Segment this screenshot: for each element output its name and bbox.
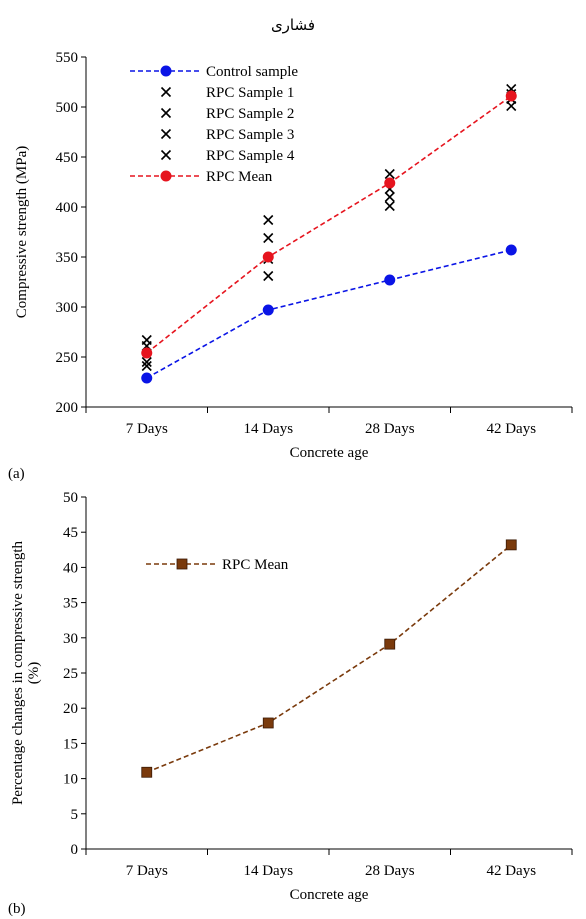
- a-legend-label: RPC Sample 2: [206, 106, 294, 122]
- a-y-tick-label: 300: [56, 300, 79, 316]
- b-y-tick-label: 5: [71, 807, 79, 823]
- a-x-tick-label: 7 Days: [126, 421, 168, 437]
- a-x-tick-label: 42 Days: [486, 421, 536, 437]
- a-legend-entry-rpc-mean: RPC Mean: [130, 169, 273, 185]
- b-y-tick-label: 20: [63, 701, 78, 717]
- b-y-tick-label: 0: [71, 842, 79, 858]
- a-legend-swatch-marker: [160, 107, 172, 119]
- a-y-tick-label: 500: [56, 100, 79, 116]
- chart-b: 0 5 10 15 20 25 30 35 40 45 50 7 Days 14 Days 28 Days…: [10, 490, 573, 903]
- a-x-axis-label: Concrete age: [290, 445, 369, 461]
- a-y-tick-label: 250: [56, 350, 79, 366]
- a-legend: Control sample RPC Sample 1 RPC Sample 2 RP…: [130, 64, 298, 185]
- b-x-tick-label: 7 Days: [126, 863, 168, 879]
- a-series-rpc-sample-3: [141, 93, 517, 368]
- a-series-rpc-sample-1-point: [384, 168, 395, 180]
- b-y-tick-label: 35: [63, 596, 78, 612]
- panel-label-a: (a): [8, 466, 25, 482]
- a-series-control-sample: [141, 244, 517, 384]
- b-legend: RPC Mean: [146, 557, 289, 573]
- a-legend-entry-rpc-sample-1: RPC Sample 1: [160, 85, 294, 101]
- b-series-rpc-mean-point: [141, 766, 153, 778]
- a-legend-swatch-marker: [160, 128, 172, 140]
- b-y-tick-label: 30: [63, 631, 78, 647]
- b-series-rpc-mean-point: [262, 717, 274, 729]
- a-y-tick-label: 450: [56, 150, 79, 166]
- a-series-control-sample-line: [146, 249, 512, 379]
- b-y-tick-label: 45: [63, 525, 78, 541]
- b-y-axis-label: Percentage changes in compressive streng…: [10, 540, 26, 805]
- a-x-tick-label: 14 Days: [243, 421, 293, 437]
- a-legend-entry-rpc-sample-3: RPC Sample 3: [160, 127, 294, 143]
- a-series-rpc-sample-4-point: [141, 360, 152, 372]
- a-legend-entry-rpc-sample-4: RPC Sample 4: [160, 148, 295, 164]
- b-x-tick-label: 28 Days: [365, 863, 415, 879]
- a-legend-entry-rpc-sample-2: RPC Sample 2: [160, 106, 294, 122]
- b-y-tick-label: 40: [63, 560, 78, 576]
- b-y-tick-label: 50: [63, 490, 78, 506]
- figure-heading: فشاری: [271, 16, 315, 34]
- a-series-rpc-mean-point: [505, 90, 517, 102]
- b-series-rpc-mean-point: [505, 539, 517, 551]
- a-legend-entry-control-sample: Control sample: [130, 64, 298, 80]
- a-series-rpc-sample-2-point: [263, 232, 274, 244]
- a-y-tick-label: 400: [56, 200, 79, 216]
- a-series-rpc-sample-4-point: [506, 100, 517, 112]
- b-legend-entry-rpc-mean: RPC Mean: [146, 557, 289, 573]
- a-legend-label: RPC Mean: [206, 169, 273, 185]
- a-legend-swatch-marker: [160, 149, 172, 161]
- b-y-tick-label: 25: [63, 666, 78, 682]
- a-series-rpc-sample-4-point: [384, 200, 395, 212]
- a-series-rpc-mean-point: [384, 177, 396, 189]
- a-series-rpc-mean-point: [262, 251, 274, 263]
- b-series-rpc-mean-point: [384, 638, 396, 650]
- a-legend-label: Control sample: [206, 64, 298, 80]
- a-legend-label: RPC Sample 4: [206, 148, 295, 164]
- b-y-axis-label: (%): [26, 662, 42, 685]
- b-x-tick-label: 42 Days: [486, 863, 536, 879]
- a-series-rpc-sample-3-point: [384, 191, 395, 203]
- a-series-rpc-sample-1-point: [263, 214, 274, 226]
- a-series-control-sample-point: [384, 274, 396, 286]
- a-series-rpc-sample-3-point: [141, 356, 152, 368]
- a-x-tick-label: 28 Days: [365, 421, 415, 437]
- a-series-control-sample-point: [141, 372, 153, 384]
- a-y-tick-label: 550: [56, 50, 79, 66]
- a-y-tick-label: 200: [56, 400, 79, 416]
- a-legend-label: RPC Sample 1: [206, 85, 294, 101]
- a-legend-label: RPC Sample 3: [206, 127, 294, 143]
- b-legend-swatch-marker: [176, 558, 188, 570]
- a-legend-swatch-marker: [160, 65, 172, 77]
- b-y-tick-label: 15: [63, 736, 78, 752]
- b-legend-label: RPC Mean: [222, 557, 289, 573]
- a-y-tick-label: 350: [56, 250, 79, 266]
- b-series-rpc-mean-line: [146, 544, 512, 774]
- a-y-axis-label: Compressive strength (MPa): [14, 146, 30, 318]
- a-series-rpc-mean: [141, 90, 517, 359]
- a-legend-swatch-marker: [160, 86, 172, 98]
- a-series-control-sample-point: [505, 244, 517, 256]
- b-x-tick-label: 14 Days: [243, 863, 293, 879]
- b-y-tick-label: 10: [63, 772, 78, 788]
- a-series-control-sample-point: [262, 304, 274, 316]
- b-x-axis-label: Concrete age: [290, 887, 369, 903]
- b-series-rpc-mean: [141, 539, 517, 778]
- panel-label-b: (b): [8, 901, 26, 917]
- chart-a: 200 250 300 350 400 450 500 550 7 Days 14 Days 28 …: [14, 50, 573, 461]
- a-legend-swatch-marker: [160, 170, 172, 182]
- a-series-rpc-mean-line: [146, 95, 512, 354]
- a-series-rpc-mean-point: [141, 347, 153, 359]
- a-series-rpc-sample-1: [141, 83, 517, 346]
- a-series-rpc-sample-4-point: [263, 270, 274, 282]
- a-series-rpc-sample-4: [141, 100, 517, 372]
